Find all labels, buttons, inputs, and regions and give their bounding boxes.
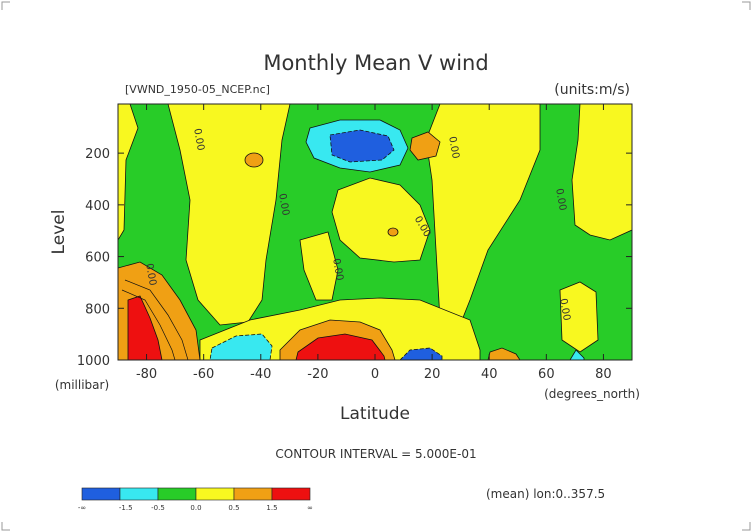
contour-lines-lower-left (121, 279, 189, 360)
x-axis-units: (degrees_north) (544, 387, 640, 401)
footer-mean-label: (mean) lon:0..357.5 (486, 487, 605, 501)
positive-region-far-right (571, 104, 632, 241)
y-tick-label: 400 (85, 199, 110, 214)
strong-positive-center-red (295, 333, 386, 360)
colorbar: -∞ -1.5 -0.5 0.0 0.5 1.5 ∞ (78, 487, 313, 512)
orange-pocket-2 (409, 131, 441, 161)
negative-region-far-right (569, 349, 585, 360)
orange-pocket-1 (244, 152, 264, 168)
contour-value-label: 0.00 (143, 263, 158, 287)
x-tick-label: 80 (595, 367, 612, 382)
contour-plot-area: 0.000.000.00 0.000.000.000.000.00 (118, 104, 632, 360)
colorbar-label: -∞ (78, 504, 86, 512)
x-tick-label: 0 (371, 367, 379, 382)
x-tick-label: 40 (481, 367, 498, 382)
y-axis-units: (millibar) (55, 378, 109, 392)
colorbar-swatch (233, 487, 273, 501)
orange-pocket-3 (387, 227, 399, 237)
x-tick-label: -20 (307, 367, 328, 382)
chart-title: Monthly Mean V wind (263, 51, 488, 75)
y-tick-label: 600 (85, 251, 110, 266)
x-tick-label: -80 (136, 367, 157, 382)
x-axis: -80 -60 -40 -20 0 20 40 60 80 (136, 104, 612, 382)
x-axis-label: Latitude (340, 404, 410, 424)
contour-interval: CONTOUR INTERVAL = 5.000E-01 (275, 447, 476, 461)
negative-region-top-inner (329, 129, 395, 163)
positive-region-center (331, 177, 431, 263)
colorbar-swatch (119, 487, 159, 501)
contour-value-label: 0.00 (191, 128, 206, 152)
dataset-label: [VWND_1950-05_NCEP.nc] (125, 83, 270, 96)
colorbar-label: -1.5 (119, 504, 133, 512)
y-tick-label: 200 (85, 147, 110, 162)
contour-value-label: 0.00 (553, 188, 568, 212)
colorbar-label: ∞ (307, 504, 313, 512)
contour-value-label: 0.00 (330, 258, 345, 282)
colorbar-swatch (271, 487, 311, 501)
contour-value-label: 0.00 (557, 298, 572, 322)
colorbar-swatch (157, 487, 197, 501)
contour-value-label: 0.00 (446, 136, 461, 160)
colorbar-label: 0.0 (190, 504, 201, 512)
strong-positive-lower-left-red (127, 295, 163, 360)
colorbar-swatch (81, 487, 121, 501)
orange-pocket-4 (487, 347, 521, 360)
units-label: (units:m/s) (554, 82, 630, 98)
contour-value-label: 0.00 (276, 193, 291, 217)
negative-region-lower-right (399, 347, 443, 360)
x-tick-label: -60 (193, 367, 214, 382)
positive-region-lower-right (559, 281, 599, 353)
colorbar-label: 0.5 (228, 504, 239, 512)
colorbar-swatch (195, 487, 235, 501)
y-axis-label: Level (49, 210, 69, 255)
y-axis: 1000 800 600 400 200 (77, 147, 632, 369)
negative-region-lower-mid (209, 333, 273, 360)
y-tick-label: 800 (85, 302, 110, 317)
x-tick-label: 60 (538, 367, 555, 382)
x-tick-label: 20 (424, 367, 441, 382)
colorbar-label: -0.5 (151, 504, 165, 512)
y-tick-label: 1000 (77, 354, 110, 369)
colorbar-label: 1.5 (266, 504, 277, 512)
positive-region-left (118, 104, 139, 241)
x-tick-label: -40 (250, 367, 271, 382)
positive-region-mid (299, 231, 339, 301)
